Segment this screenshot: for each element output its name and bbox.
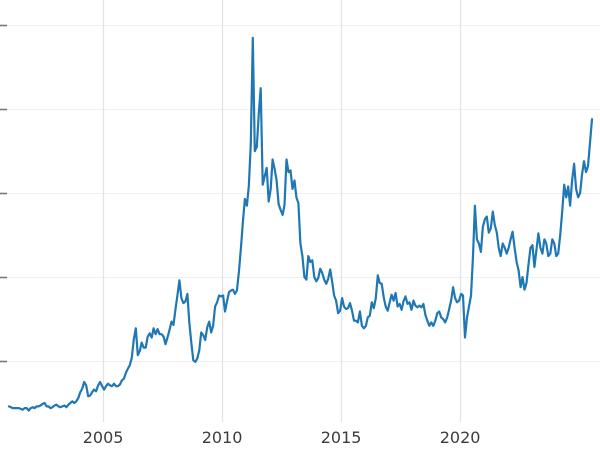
x-tick-label: 2005: [83, 428, 124, 447]
x-tick-label: 2015: [321, 428, 362, 447]
data-series-line: [7, 36, 594, 412]
x-tick-label: 2010: [202, 428, 243, 447]
x-tick-label: 2020: [440, 428, 481, 447]
